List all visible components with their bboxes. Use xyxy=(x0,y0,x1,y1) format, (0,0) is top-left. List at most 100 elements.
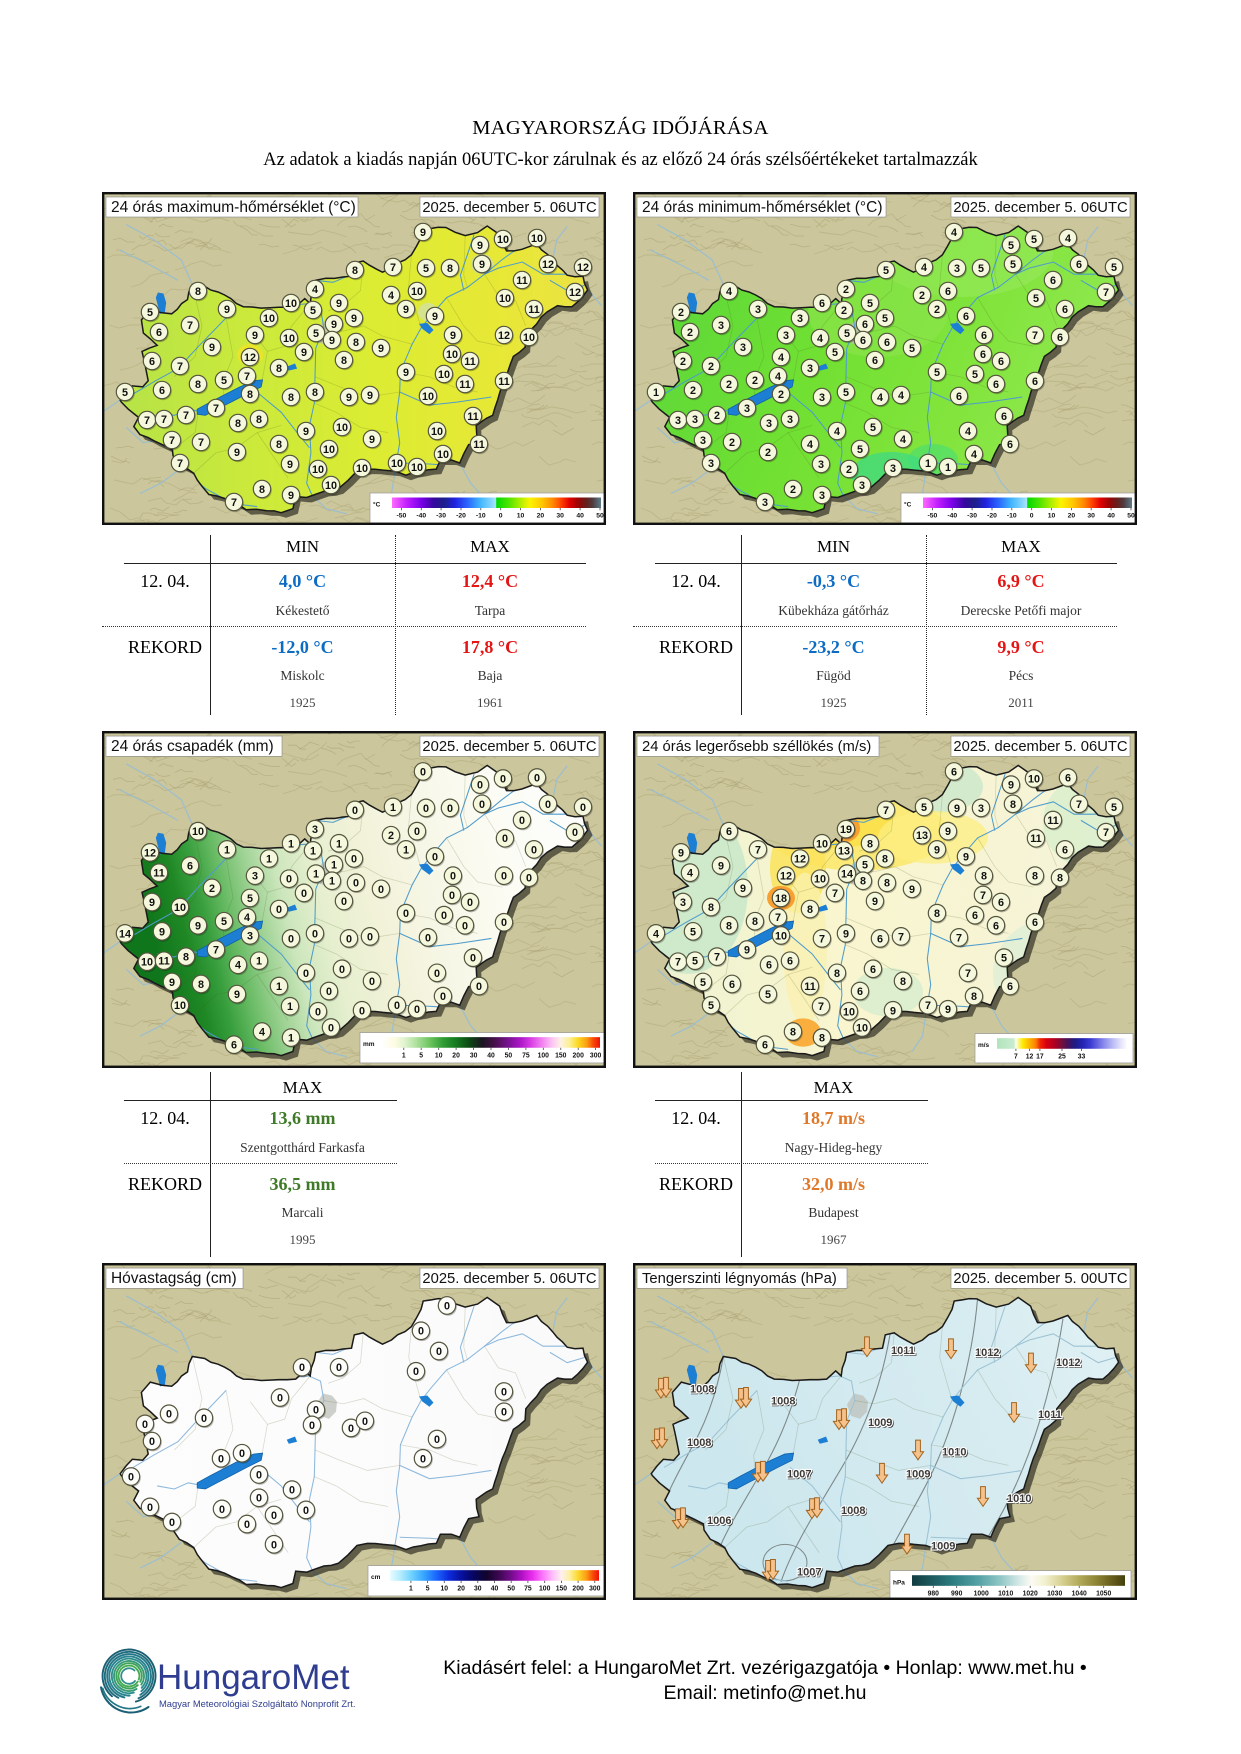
svg-text:3: 3 xyxy=(675,415,681,427)
svg-text:7: 7 xyxy=(819,933,825,945)
svg-text:1: 1 xyxy=(224,844,230,856)
svg-text:0: 0 xyxy=(534,772,540,784)
svg-text:9: 9 xyxy=(367,390,373,402)
svg-text:8: 8 xyxy=(341,355,347,367)
svg-text:4: 4 xyxy=(244,912,250,924)
svg-text:0: 0 xyxy=(312,928,318,940)
svg-text:11: 11 xyxy=(516,275,527,287)
svg-text:0: 0 xyxy=(244,1519,250,1531)
svg-text:5: 5 xyxy=(247,893,253,905)
svg-text:11: 11 xyxy=(804,981,815,993)
svg-text:8: 8 xyxy=(752,916,758,928)
svg-text:9: 9 xyxy=(740,883,746,895)
svg-text:50: 50 xyxy=(596,513,604,520)
svg-text:1012: 1012 xyxy=(976,1348,1000,1360)
svg-text:7: 7 xyxy=(177,361,183,373)
svg-text:9: 9 xyxy=(963,851,969,863)
svg-text:7: 7 xyxy=(213,944,219,956)
svg-text:33: 33 xyxy=(1078,1053,1086,1060)
svg-text:9: 9 xyxy=(369,434,375,446)
svg-text:9: 9 xyxy=(718,860,724,872)
svg-text:20: 20 xyxy=(457,1585,465,1592)
svg-text:9: 9 xyxy=(678,847,684,859)
svg-text:0: 0 xyxy=(149,1436,155,1448)
svg-text:0: 0 xyxy=(501,917,507,929)
svg-text:150: 150 xyxy=(556,1585,568,1592)
svg-text:10: 10 xyxy=(285,298,297,310)
svg-text:cm: cm xyxy=(371,1574,381,1581)
svg-text:30: 30 xyxy=(1087,513,1095,520)
svg-text:8: 8 xyxy=(352,265,358,277)
svg-text:3: 3 xyxy=(766,418,772,430)
svg-text:6: 6 xyxy=(998,897,1004,909)
svg-text:4: 4 xyxy=(235,960,241,972)
svg-text:1009: 1009 xyxy=(868,1417,892,1429)
svg-text:3: 3 xyxy=(859,480,865,492)
svg-text:0: 0 xyxy=(479,799,485,811)
svg-text:9: 9 xyxy=(234,447,240,459)
svg-text:5: 5 xyxy=(1111,262,1117,274)
svg-text:3: 3 xyxy=(708,458,714,470)
svg-text:1: 1 xyxy=(287,1001,293,1013)
svg-text:2025. december 5. 06UTC: 2025. december 5. 06UTC xyxy=(953,200,1128,216)
svg-text:5: 5 xyxy=(221,375,227,387)
svg-text:1: 1 xyxy=(256,956,262,968)
svg-text:5: 5 xyxy=(765,989,771,1001)
svg-text:1010: 1010 xyxy=(998,1591,1013,1598)
svg-text:10: 10 xyxy=(499,293,511,305)
svg-text:2: 2 xyxy=(841,305,847,317)
svg-text:6: 6 xyxy=(766,960,772,972)
svg-text:10: 10 xyxy=(531,233,543,245)
svg-text:3: 3 xyxy=(312,824,318,836)
svg-text:1009: 1009 xyxy=(931,1540,955,1552)
svg-text:19: 19 xyxy=(840,824,852,836)
svg-text:6: 6 xyxy=(993,920,999,932)
svg-text:6: 6 xyxy=(862,319,868,331)
svg-text:24 órás maximum-hőmérséklet (°: 24 órás maximum-hőmérséklet (°C) xyxy=(111,199,356,216)
svg-text:1006: 1006 xyxy=(708,1516,732,1528)
svg-text:7: 7 xyxy=(1103,827,1109,839)
svg-text:10: 10 xyxy=(391,458,403,470)
svg-text:3: 3 xyxy=(692,414,698,426)
svg-text:0: 0 xyxy=(142,1419,148,1431)
svg-text:°C: °C xyxy=(904,501,912,509)
svg-text:1008: 1008 xyxy=(771,1396,795,1408)
svg-text:Magyar Meteorológiai Szolgálta: Magyar Meteorológiai Szolgáltató Nonprof… xyxy=(159,1698,355,1709)
svg-text:9: 9 xyxy=(288,490,294,502)
svg-text:2: 2 xyxy=(934,304,940,316)
svg-text:6: 6 xyxy=(857,986,863,998)
svg-text:3: 3 xyxy=(954,263,960,275)
svg-text:10: 10 xyxy=(1048,513,1056,520)
svg-text:4: 4 xyxy=(653,928,659,940)
svg-text:0: 0 xyxy=(462,920,468,932)
svg-text:10: 10 xyxy=(356,463,368,475)
svg-text:0: 0 xyxy=(362,1416,368,1428)
svg-text:0: 0 xyxy=(256,1493,262,1505)
svg-text:0: 0 xyxy=(309,1420,315,1432)
svg-text:25: 25 xyxy=(1058,1053,1066,1060)
svg-text:1: 1 xyxy=(945,462,951,474)
svg-text:0: 0 xyxy=(289,1485,295,1497)
svg-text:8: 8 xyxy=(312,387,318,399)
svg-text:8: 8 xyxy=(860,876,866,888)
svg-text:3: 3 xyxy=(819,490,825,502)
svg-text:9: 9 xyxy=(945,1004,951,1016)
svg-text:6: 6 xyxy=(729,979,735,991)
svg-text:5: 5 xyxy=(313,328,319,340)
svg-text:10: 10 xyxy=(523,332,535,344)
svg-text:2025. december 5. 00UTC: 2025. december 5. 00UTC xyxy=(953,1271,1127,1287)
svg-text:9: 9 xyxy=(287,459,293,471)
svg-text:12: 12 xyxy=(542,259,554,271)
svg-text:2: 2 xyxy=(790,484,796,496)
svg-text:5: 5 xyxy=(862,859,868,871)
svg-text:10: 10 xyxy=(174,1000,186,1012)
svg-text:5: 5 xyxy=(692,956,698,968)
svg-text:7: 7 xyxy=(898,931,904,943)
svg-text:7: 7 xyxy=(177,458,183,470)
svg-text:5: 5 xyxy=(419,1052,423,1059)
svg-text:1: 1 xyxy=(390,802,396,814)
svg-text:7: 7 xyxy=(198,437,204,449)
svg-text:3: 3 xyxy=(252,871,258,883)
svg-text:4: 4 xyxy=(971,449,977,461)
svg-text:0: 0 xyxy=(449,890,455,902)
